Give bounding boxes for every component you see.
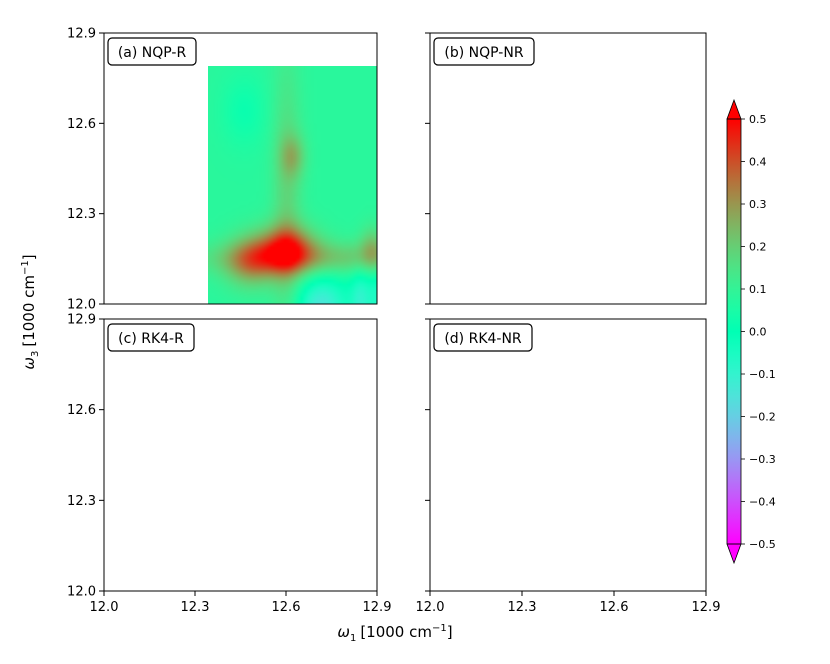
heatmap-b — [430, 33, 706, 304]
x-tick-label-d-3: 12.9 — [692, 600, 721, 615]
panel-c-frame — [103, 318, 378, 592]
x-axis-label-close: ] — [447, 623, 453, 641]
panel-c: 12.0 12.3 12.6 12.9 12.0 12.3 12.6 12.9 (c) RK… — [67, 313, 391, 616]
y-axis-label-symbol: ω — [20, 357, 38, 370]
y-axis-label: ω3 [1000 cm−1] — [20, 254, 41, 369]
y-tick-label-a-0: 12.0 — [67, 298, 96, 313]
x-tick-label-c-1: 12.3 — [181, 600, 210, 615]
y-ticks-c: 12.0 12.3 12.6 12.9 — [67, 313, 104, 600]
panel-d-title-box — [433, 323, 533, 352]
y-ticks-b — [425, 32, 430, 305]
colorbar-tick-label-5: 0.0 — [749, 326, 767, 339]
heatmap-c — [104, 319, 377, 591]
colorbar-tick-label-7: −0.2 — [749, 411, 776, 424]
colorbar-gradient — [727, 119, 741, 544]
y-tick-label-c-1: 12.3 — [67, 494, 96, 509]
colorbar-tick-label-1: 0.4 — [749, 156, 767, 169]
x-axis-label-unit: [1000 cm — [360, 623, 432, 641]
panel-c-title-box — [107, 323, 195, 352]
x-tick-label-c-0: 12.0 — [90, 600, 119, 615]
x-axis-label-exp: −1 — [432, 623, 447, 634]
y-axis-label-exp: −1 — [20, 260, 31, 275]
x-axis-label-symbol: ω — [337, 623, 350, 641]
panel-a-frame — [103, 32, 378, 305]
panel-b: (b) NQP-NR — [425, 32, 707, 305]
x-axis-label-sub: 1 — [350, 633, 356, 644]
y-tick-label-a-3: 12.9 — [67, 27, 96, 42]
x-tick-label-c-3: 12.9 — [363, 600, 392, 615]
panel-d: 12.0 12.3 12.6 12.9 (d) RK4-NR — [416, 318, 721, 615]
colorbar-tick-label-10: −0.5 — [749, 538, 776, 551]
panel-b-title-box — [433, 37, 535, 66]
panel-d-frame — [429, 318, 707, 592]
colorbar-tick-label-9: −0.4 — [749, 496, 776, 509]
x-ticks-d: 12.0 12.3 12.6 12.9 — [416, 591, 721, 615]
y-axis-label-close: ] — [20, 254, 38, 260]
y-ticks-a: 12.0 12.3 12.6 12.9 — [67, 27, 104, 313]
x-tick-label-d-1: 12.3 — [508, 600, 537, 615]
colorbar-tick-label-6: −0.1 — [749, 368, 776, 381]
colorbar-tick-label-3: 0.2 — [749, 241, 767, 254]
colorbar-extend-bottom — [726, 543, 742, 565]
colorbar-ticks: 0.5 0.4 0.3 0.2 0.1 0.0 −0.1 −0.2 −0.3 −0.4 −0.5 — [741, 113, 776, 551]
y-tick-label-c-2: 12.6 — [67, 403, 96, 418]
y-tick-label-a-2: 12.6 — [67, 117, 96, 132]
y-tick-label-c-0: 12.0 — [67, 585, 96, 600]
x-axis-label: ω1 [1000 cm−1] — [337, 623, 452, 644]
y-axis-label-sub: 3 — [30, 351, 41, 357]
y-tick-label-c-3: 12.9 — [67, 313, 96, 328]
colorbar-tick-label-8: −0.3 — [749, 453, 776, 466]
colorbar-tick-label-2: 0.3 — [749, 198, 767, 211]
x-tick-label-d-0: 12.0 — [416, 600, 445, 615]
y-axis-label-unit: [1000 cm — [20, 275, 38, 347]
colorbar-extend-top — [726, 98, 742, 120]
x-tick-label-d-2: 12.6 — [600, 600, 629, 615]
y-tick-label-a-1: 12.3 — [67, 207, 96, 222]
panel-c-title: (c) RK4-R — [118, 331, 184, 347]
panel-a-title-box — [107, 37, 197, 66]
panel-b-frame — [429, 32, 707, 305]
panel-b-title: (b) NQP-NR — [444, 45, 523, 61]
panel-a: 12.0 12.3 12.6 12.9 (a) NQP-R — [67, 27, 378, 313]
y-ticks-d — [425, 318, 430, 592]
colorbar: 0.5 0.4 0.3 0.2 0.1 0.0 −0.1 −0.2 −0.3 −0.4 −0.5 — [726, 98, 776, 565]
colorbar-tick-label-4: 0.1 — [749, 283, 767, 296]
x-ticks-c: 12.0 12.3 12.6 12.9 — [90, 591, 392, 615]
panel-a-title: (a) NQP-R — [118, 45, 187, 61]
heatmap-d — [430, 319, 706, 591]
colorbar-tick-label-0: 0.5 — [749, 113, 767, 126]
heatmap-a — [104, 33, 377, 304]
panel-d-title: (d) RK4-NR — [444, 331, 522, 347]
x-tick-label-c-2: 12.6 — [272, 600, 301, 615]
